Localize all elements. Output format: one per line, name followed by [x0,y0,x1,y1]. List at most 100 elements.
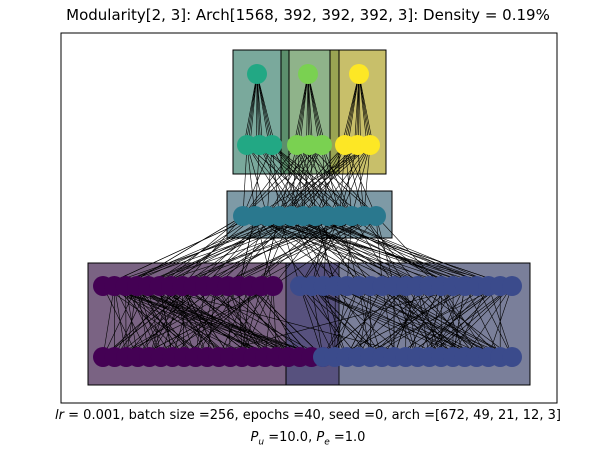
edge-hidden [242,215,454,287]
output-node [247,64,267,84]
edge-output [249,73,258,146]
edge-hidden [309,144,377,217]
edge-hidden [246,144,268,217]
edge-input [476,285,513,358]
edge-input [216,285,312,358]
edge-output [307,73,311,146]
edge-hidden [216,215,377,287]
edge-output [247,73,258,146]
edge-hidden [193,215,292,287]
edge-hidden [242,215,430,287]
edge-hidden [238,215,256,287]
edge-output [295,73,309,146]
axes-frame [60,32,558,404]
edge-hidden [266,144,273,217]
edge-hidden [254,215,383,287]
caption-hyperparameters: lr = 0.001, batch size =256, epochs =40,… [0,408,616,423]
edge-hidden [296,144,377,217]
edge-output [358,73,372,146]
edge-input [149,285,421,358]
edge-hidden [254,215,407,287]
edge-input [160,285,274,358]
edge-input [114,285,262,358]
edge-hidden [259,144,353,217]
caption-pu-symbol: P [250,430,259,445]
edge-input [102,285,312,358]
edge-input [102,285,277,358]
edge-hidden [242,144,248,217]
hidden-node [312,135,332,155]
edge-hidden [242,144,323,217]
edge-output [307,73,313,146]
edge-hidden [271,144,365,217]
edge-hidden [136,215,340,287]
edge-hidden [159,215,244,287]
edge-output [347,73,360,146]
edge-hidden [182,215,316,287]
edge-output [256,73,272,146]
edge-hidden [327,215,454,287]
edge-input [382,285,513,358]
edge-output [358,73,374,146]
edge-hidden [309,144,328,217]
edge-input [417,285,513,358]
input-node [502,347,522,367]
edge-hidden [148,215,292,287]
edge-output [256,73,276,146]
edge-input [299,285,477,358]
edge-hidden [246,144,256,217]
edge-input [299,285,336,358]
edge-hidden [246,144,292,217]
edge-hidden [125,215,244,287]
edge-output [299,73,309,146]
edge-hidden [344,144,353,217]
edge-hidden [351,215,395,287]
edge-hidden [315,144,346,217]
edge-output [307,73,326,146]
edge-input [335,285,513,358]
edge-hidden [254,215,465,287]
edge-hidden [159,215,292,287]
hidden-node [360,135,380,155]
edge-hidden [344,144,365,217]
edge-hidden [259,144,304,217]
edge-input [464,285,513,358]
edge-output [256,73,258,146]
input-node [263,276,283,296]
edge-output [256,73,263,146]
edge-input [199,285,471,358]
hidden-node [366,206,386,226]
edge-hidden [267,215,477,287]
edge-input [382,285,418,358]
edge-hidden [170,215,365,287]
edge-hidden [136,215,316,287]
edge-input [299,285,465,358]
edge-hidden [267,215,418,287]
edge-input [299,285,383,358]
edge-hidden [278,215,301,287]
caption-pe-sub: e [324,437,330,448]
edge-input [299,285,324,358]
edge-hidden [102,215,256,287]
edge-input [358,285,383,358]
edge-output [341,73,360,146]
edge-output [256,73,270,146]
edge-output [358,73,361,146]
edge-hidden [303,215,466,287]
edge-output [307,73,320,146]
input-node [502,276,522,296]
edge-output [354,73,360,146]
edge-hidden [182,215,244,287]
edge-output [343,73,360,146]
figure-title: Modularity[2, 3]: Arch[1568, 392, 392, 3… [66,6,550,24]
edge-output [358,73,370,146]
edge-input [250,285,324,358]
edge-output [256,73,274,146]
edge-hidden [296,144,353,217]
edge-input [311,285,442,358]
edge-output [245,73,258,146]
edge-output [358,73,360,146]
edge-input [299,285,489,358]
edge-input [102,285,115,358]
edge-hidden [114,215,280,287]
